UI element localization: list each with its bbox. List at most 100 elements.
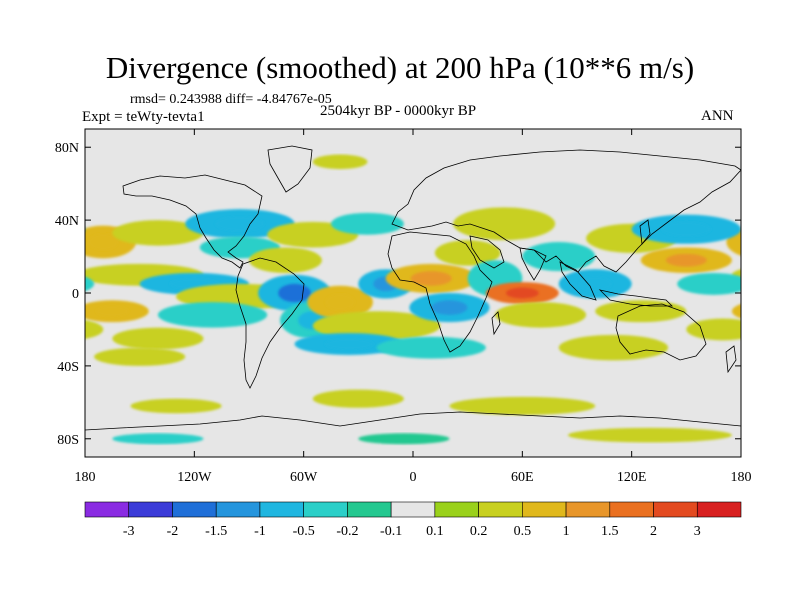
divergence-region-core: [215, 216, 265, 232]
divergence-region-core: [410, 271, 452, 286]
colorbar-label: -3: [123, 524, 135, 539]
divergence-region: [434, 240, 501, 266]
divergence-region: [157, 302, 268, 328]
colorbar-swatch: [215, 501, 261, 518]
divergence-region: [567, 427, 732, 443]
divergence-region: [731, 303, 741, 319]
colorbar-swatch: [565, 501, 611, 518]
coast-south-america: [235, 257, 305, 389]
colorbar-swatch: [434, 501, 479, 518]
divergence-region: [312, 154, 368, 170]
y-axis: 80N 40N 0 40S 80S: [55, 141, 741, 448]
divergence-region: [376, 336, 486, 359]
divergence-region: [112, 433, 204, 445]
coast-australia: [615, 303, 707, 361]
divergence-region: [686, 318, 741, 341]
coast-indonesia: [598, 289, 673, 307]
colorbar-label: -1.5: [205, 524, 227, 539]
colorbar-swatch: [128, 501, 173, 518]
x-tick-label: 60E: [511, 470, 534, 485]
colorbar-label: 1: [563, 524, 570, 539]
colorbar-swatch: [259, 501, 304, 518]
divergence-region-core: [325, 293, 355, 311]
coast-greenland: [267, 145, 313, 193]
colorbar-label: -0.2: [336, 524, 358, 539]
divergence-region: [112, 327, 204, 350]
divergence-region: [130, 398, 222, 414]
y-tick-label: 40N: [55, 214, 79, 229]
colorbar-label: 0.5: [514, 524, 532, 539]
divergence-region-core: [278, 283, 311, 303]
divergence-region-core: [431, 300, 468, 315]
colorbar: -3 -2 -1.5 -1 -0.5 -0.2 -0.1 0.1 0.2 0.5 1 1.5 2 3: [84, 501, 742, 539]
season-label: ANN: [701, 108, 734, 124]
colorbar-label: 0.2: [470, 524, 488, 539]
colorbar-swatch: [84, 501, 130, 518]
divergence-region: [112, 220, 204, 246]
divergence-field: [85, 154, 741, 445]
divergence-region: [558, 334, 669, 361]
coastlines: [85, 145, 741, 431]
colorbar-swatch: [478, 501, 523, 518]
divergence-region-core: [578, 276, 612, 292]
colorbar-swatch: [653, 501, 698, 518]
coast-europe-asia: [391, 149, 741, 273]
divergence-region-core: [324, 338, 374, 350]
coast-antarctica: [85, 411, 741, 431]
colorbar-label: 2: [650, 524, 657, 539]
colorbar-swatch: [347, 501, 392, 518]
y-tick-label: 80N: [55, 141, 79, 156]
coast-southeast-asia: [559, 261, 597, 301]
colorbar-swatch: [696, 501, 742, 518]
colorbar-swatch: [522, 501, 567, 518]
colorbar-label: -1: [254, 524, 266, 539]
y-tick-label: 0: [72, 287, 79, 302]
coast-africa: [387, 231, 493, 353]
divergence-region: [312, 311, 441, 341]
divergence-region-core: [95, 305, 129, 317]
divergence-region: [677, 272, 741, 295]
map-title: Divergence (smoothed) at 200 hPa (10**6 …: [105, 50, 695, 85]
experiment-label: Expt = teWty-tevta1: [82, 109, 205, 125]
x-tick-label: 120E: [617, 470, 647, 485]
coast-arabia: [469, 235, 505, 269]
x-axis: 180 120W 60W 0 60E 120E 180: [75, 129, 752, 485]
x-tick-label: 180: [731, 470, 752, 485]
coast-new-zealand: [725, 345, 737, 374]
colorbar-swatch: [172, 501, 217, 518]
colorbar-label: -0.1: [380, 524, 402, 539]
colorbar-label: -0.5: [293, 524, 315, 539]
y-tick-label: 80S: [57, 433, 79, 448]
colorbar-label: 1.5: [601, 524, 619, 539]
colorbar-label: 3: [694, 524, 701, 539]
x-tick-label: 120W: [177, 470, 212, 485]
coast-madagascar: [491, 311, 501, 336]
coast-north-america: [122, 174, 263, 269]
x-tick-label: 0: [410, 470, 417, 485]
divergence-region: [249, 247, 322, 273]
divergence-region: [85, 319, 104, 339]
divergence-region: [595, 300, 687, 323]
colorbar-swatch: [390, 501, 436, 518]
divergence-region: [358, 433, 450, 445]
colorbar-label: 0.1: [426, 524, 444, 539]
colorbar-swatch: [303, 501, 348, 518]
divergence-region: [312, 389, 404, 408]
rmsd-diff-stats: rmsd= 0.243988 diff= -4.84767e-05: [130, 92, 332, 107]
coast-india: [519, 247, 547, 281]
divergence-region-core: [505, 287, 539, 299]
y-tick-label: 40S: [57, 360, 79, 375]
x-tick-label: 60W: [290, 470, 318, 485]
x-tick-label: 180: [75, 470, 96, 485]
divergence-region: [331, 212, 404, 235]
divergence-region-core: [665, 253, 707, 267]
coast-japan: [639, 219, 651, 246]
divergence-region: [94, 347, 186, 366]
divergence-region: [85, 276, 95, 292]
divergence-region: [495, 302, 587, 328]
divergence-region: [731, 269, 741, 281]
divergence-region: [449, 396, 596, 416]
divergence-region-core: [661, 221, 711, 237]
divergence-region: [522, 241, 596, 272]
